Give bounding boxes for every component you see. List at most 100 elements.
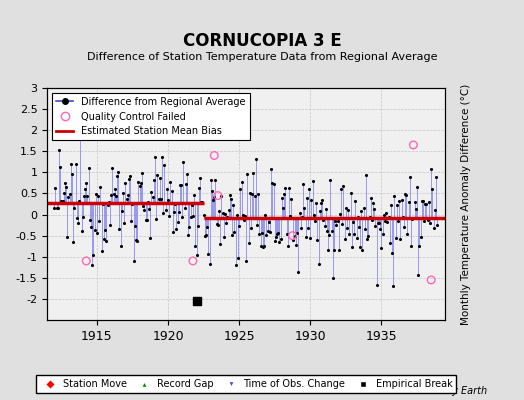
Point bbox=[176, 182, 184, 188]
Point bbox=[51, 185, 60, 191]
Point bbox=[339, 183, 347, 190]
Point bbox=[286, 213, 294, 220]
Point bbox=[413, 184, 421, 190]
Point bbox=[311, 218, 319, 224]
Point bbox=[332, 222, 341, 228]
Point bbox=[264, 228, 272, 234]
Point bbox=[374, 220, 382, 226]
Point bbox=[310, 212, 318, 219]
Point bbox=[216, 241, 224, 248]
Point bbox=[169, 229, 177, 235]
Point bbox=[164, 197, 172, 204]
Point bbox=[171, 201, 179, 207]
Point bbox=[324, 247, 332, 253]
Point bbox=[347, 244, 356, 250]
Point bbox=[384, 214, 392, 220]
Point bbox=[62, 184, 70, 190]
Point bbox=[300, 205, 309, 211]
Point bbox=[267, 166, 276, 172]
Point bbox=[102, 238, 111, 244]
Point bbox=[369, 200, 377, 206]
Point bbox=[352, 234, 361, 241]
Point bbox=[262, 232, 270, 238]
Point bbox=[211, 177, 220, 184]
Point bbox=[336, 211, 344, 218]
Point bbox=[212, 221, 221, 227]
Point bbox=[184, 232, 192, 238]
Point bbox=[423, 216, 432, 223]
Point bbox=[388, 250, 396, 256]
Point bbox=[201, 233, 209, 240]
Point bbox=[287, 196, 296, 202]
Point bbox=[108, 164, 116, 171]
Point bbox=[76, 132, 84, 138]
Point bbox=[60, 190, 68, 196]
Point bbox=[123, 196, 131, 202]
Point bbox=[165, 213, 173, 220]
Point bbox=[153, 172, 161, 178]
Point bbox=[50, 205, 59, 211]
Point bbox=[375, 220, 383, 227]
Point bbox=[73, 214, 81, 221]
Point bbox=[367, 195, 375, 202]
Point bbox=[97, 247, 106, 254]
Point bbox=[396, 236, 405, 242]
Point bbox=[197, 199, 205, 206]
Point bbox=[95, 217, 104, 224]
Point bbox=[320, 223, 329, 229]
Point bbox=[325, 232, 333, 238]
Point bbox=[132, 237, 140, 243]
Point bbox=[280, 191, 288, 197]
Point bbox=[389, 283, 397, 289]
Point bbox=[328, 228, 336, 234]
Point bbox=[126, 173, 134, 179]
Point bbox=[408, 216, 417, 222]
Point bbox=[89, 252, 97, 258]
Point bbox=[161, 206, 170, 213]
Point bbox=[124, 192, 132, 198]
Point bbox=[178, 214, 187, 220]
Point bbox=[156, 174, 164, 181]
Point bbox=[270, 237, 279, 244]
Point bbox=[302, 194, 311, 201]
Point bbox=[337, 186, 345, 192]
Point bbox=[220, 234, 228, 240]
Point bbox=[74, 220, 82, 226]
Point bbox=[144, 199, 152, 206]
Point bbox=[401, 191, 409, 197]
Point bbox=[277, 236, 285, 242]
Point bbox=[190, 192, 198, 198]
Point bbox=[273, 231, 281, 238]
Point bbox=[409, 214, 418, 221]
Point bbox=[363, 235, 372, 242]
Point bbox=[350, 231, 358, 237]
Point bbox=[105, 198, 113, 205]
Point bbox=[368, 217, 376, 223]
Point bbox=[361, 226, 369, 232]
Point bbox=[433, 222, 441, 228]
Point bbox=[61, 180, 69, 186]
Point bbox=[189, 213, 197, 219]
Point bbox=[145, 206, 154, 212]
Point bbox=[115, 226, 124, 232]
Point bbox=[305, 186, 313, 192]
Point bbox=[168, 188, 176, 194]
Point bbox=[63, 234, 71, 241]
Point bbox=[113, 172, 121, 179]
Point bbox=[210, 194, 219, 200]
Point bbox=[188, 202, 196, 208]
Point bbox=[274, 230, 282, 236]
Y-axis label: Monthly Temperature Anomaly Difference (°C): Monthly Temperature Anomaly Difference (… bbox=[461, 83, 471, 325]
Point bbox=[127, 218, 136, 224]
Point bbox=[134, 179, 143, 186]
Point bbox=[381, 218, 389, 224]
Point bbox=[334, 246, 343, 253]
Point bbox=[323, 228, 331, 234]
Point bbox=[233, 212, 241, 218]
Point bbox=[146, 235, 155, 242]
Point bbox=[96, 184, 105, 190]
Point bbox=[224, 207, 233, 213]
Point bbox=[399, 213, 407, 220]
Point bbox=[343, 224, 351, 231]
Point bbox=[232, 262, 240, 268]
